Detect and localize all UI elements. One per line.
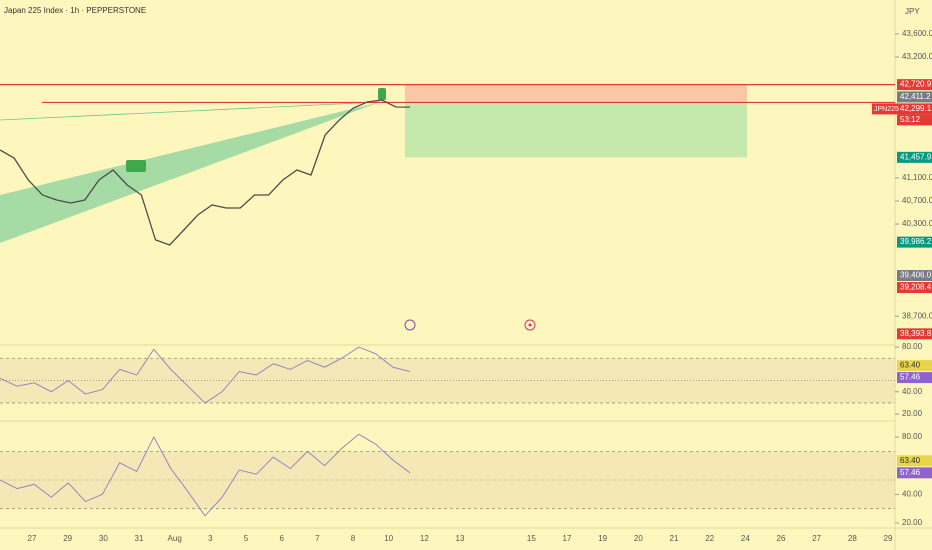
price-badge-label: 38,393.8 [900, 329, 932, 338]
countdown-badge [897, 114, 932, 126]
price-badge [897, 328, 932, 340]
price-badge [897, 372, 932, 384]
x-tick-label: 22 [705, 534, 714, 543]
price-badge-label: 57.46 [900, 373, 921, 382]
price-badge [897, 455, 932, 467]
event-icon [404, 319, 416, 331]
x-tick-label: 6 [279, 534, 284, 543]
event-icon [524, 319, 536, 331]
price-badge-label: 57.46 [900, 468, 921, 477]
y-tick-label: 40,300.0 [902, 219, 932, 228]
x-tick-label: 27 [28, 534, 37, 543]
price-badge [897, 103, 932, 115]
price-badge [897, 151, 932, 163]
price-badge-label: 39,208.4 [900, 283, 932, 292]
y-tick-label: 20.00 [902, 518, 923, 527]
x-tick-label: Aug [168, 534, 182, 543]
chart-title: Japan 225 Index · 1h · PEPPERSTONE [4, 6, 146, 15]
price-badge [897, 236, 932, 248]
price-badge [897, 282, 932, 294]
x-tick-label: 10 [384, 534, 393, 543]
price-badge [897, 91, 932, 103]
marker [378, 88, 386, 100]
price-badge-label: 63.40 [900, 361, 921, 370]
countdown: 53:12 [900, 115, 921, 124]
x-tick-label: 24 [741, 534, 750, 543]
x-tick-label: 19 [598, 534, 607, 543]
x-tick-label: 5 [244, 534, 249, 543]
x-tick-label: 30 [99, 534, 108, 543]
marker [126, 160, 146, 172]
price-badge [897, 79, 932, 91]
x-tick-label: 29 [63, 534, 72, 543]
x-tick-label: 8 [351, 534, 356, 543]
price-badge-label: 39,406.0 [900, 271, 932, 280]
y-tick-label: 40,700.0 [902, 196, 932, 205]
instrument: JPN225 [874, 106, 899, 113]
price-badge-label: 41,457.9 [900, 152, 932, 161]
y-tick-label: 80.00 [902, 342, 923, 351]
x-tick-label: 28 [848, 534, 857, 543]
x-tick-label: 13 [456, 534, 465, 543]
x-tick-label: 7 [315, 534, 320, 543]
x-tick-label: 27 [812, 534, 821, 543]
x-tick-label: 20 [634, 534, 643, 543]
price-badge-label: 42,720.9 [900, 80, 932, 89]
y-tick-label: 41,100.0 [902, 173, 932, 182]
y-tick-label: 43,200.0 [902, 52, 932, 61]
y-tick-label: 38,700.0 [902, 311, 932, 320]
price-badge [897, 467, 932, 479]
y-tick-label: 20.00 [902, 409, 923, 418]
target-zone [405, 102, 747, 158]
instrument-badge [872, 103, 897, 115]
y-tick-label: 43,600.0 [902, 29, 932, 38]
x-tick-label: 12 [420, 534, 429, 543]
y-tick-label: 40.00 [902, 387, 923, 396]
trend-line [0, 101, 381, 121]
x-tick-label: 17 [563, 534, 572, 543]
series-line [0, 99, 411, 246]
stop-zone [405, 84, 747, 103]
x-tick-label: 15 [527, 534, 536, 543]
x-tick-label: 26 [777, 534, 786, 543]
series-line [0, 433, 411, 517]
y-tick-label: 40.00 [902, 489, 923, 498]
y-tick-label: 80.00 [902, 432, 923, 441]
x-tick-label: 31 [135, 534, 144, 543]
price-badge-label: 63.40 [900, 456, 921, 465]
event-icon [528, 323, 532, 327]
x-tick-label: 3 [208, 534, 213, 543]
currency: JPY [905, 7, 920, 16]
price-badge-label: 39,986.2 [900, 237, 932, 246]
wedge [0, 102, 380, 243]
series-line [0, 346, 411, 404]
price-badge-label: 42,299.1 [900, 104, 932, 113]
x-tick-label: 29 [884, 534, 893, 543]
price-badge [897, 270, 932, 282]
x-tick-label: 21 [670, 534, 679, 543]
price-badge-label: 42,411.2 [900, 92, 931, 101]
price-badge [897, 360, 932, 372]
